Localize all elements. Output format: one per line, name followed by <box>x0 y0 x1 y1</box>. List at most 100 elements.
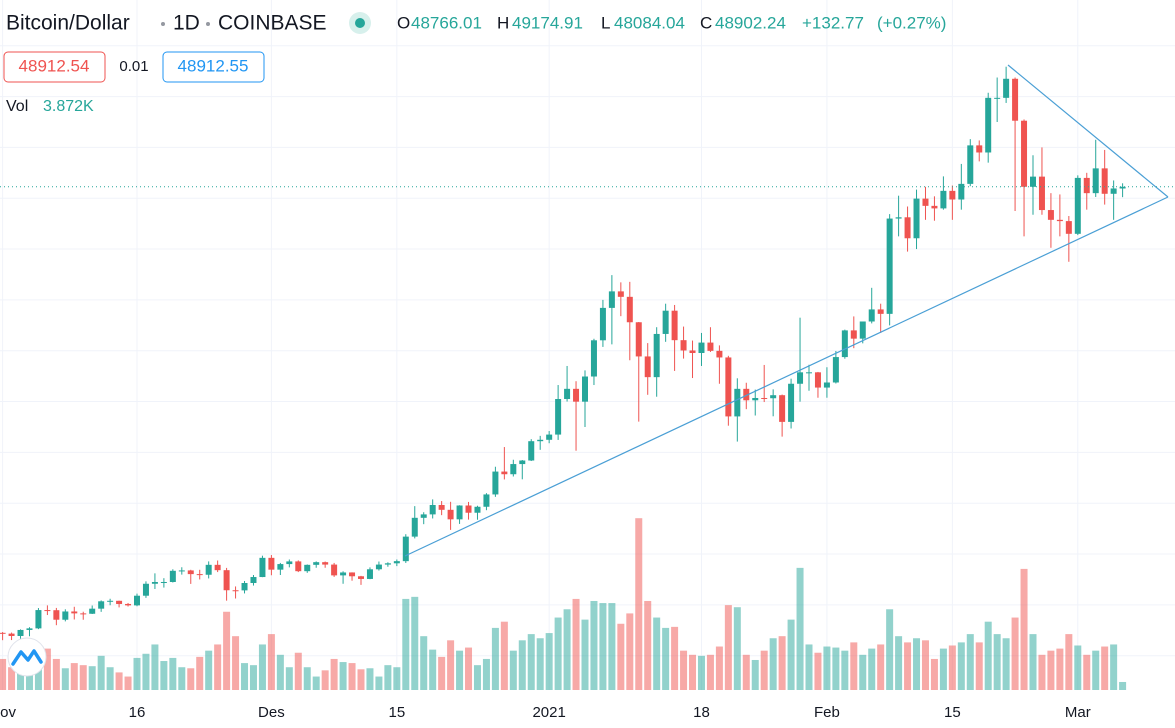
candle-body <box>1030 176 1036 187</box>
candle-body <box>1021 120 1028 187</box>
volume-bar <box>420 636 428 690</box>
volume-bar <box>527 634 535 690</box>
candle-body <box>510 464 517 475</box>
volume-bar <box>438 656 446 690</box>
volume-bar <box>25 664 33 690</box>
volume-bar <box>178 667 186 690</box>
volume-bar <box>8 667 16 690</box>
volume-bar <box>473 665 481 690</box>
candle-body <box>779 395 786 422</box>
candle-body <box>447 509 454 520</box>
volume-bar <box>169 657 177 690</box>
candle-body <box>976 145 983 153</box>
market-status-dot <box>355 18 365 28</box>
candle-body <box>187 570 194 575</box>
candle-body <box>931 205 938 209</box>
candle-body <box>277 564 284 570</box>
volume-bar <box>509 650 517 690</box>
candle-body <box>1065 221 1072 234</box>
candle-body <box>967 145 974 184</box>
volume-bar <box>1110 644 1118 690</box>
volume-bar <box>160 661 168 690</box>
candle-body <box>868 309 875 322</box>
candle-body <box>1119 186 1126 189</box>
sell-button[interactable] <box>3 51 106 83</box>
candle-body <box>160 581 167 583</box>
candle-body <box>465 505 472 513</box>
candle-body <box>590 340 597 377</box>
volume-bar <box>715 646 723 690</box>
volume-bar <box>563 609 571 690</box>
volume-bar <box>733 607 741 690</box>
volume-bar <box>241 663 249 690</box>
exchange: COINBASE <box>218 12 327 35</box>
candle-body <box>1110 188 1117 194</box>
candle-body <box>474 506 481 513</box>
volume-bar <box>500 621 508 690</box>
volume-bar <box>904 642 912 690</box>
x-tick-label: Feb <box>814 704 840 721</box>
candle-body <box>949 190 956 200</box>
candle-body <box>734 388 741 417</box>
x-tick-label: Nov <box>0 704 16 721</box>
candle-body <box>716 350 723 358</box>
separator <box>206 22 210 26</box>
change: +132.77 <box>802 13 864 32</box>
volume-bar <box>653 617 661 690</box>
candle-body <box>501 471 508 475</box>
logo[interactable] <box>7 637 47 677</box>
volume-bar <box>1101 646 1109 690</box>
volume-bar <box>921 640 929 690</box>
open-label: O <box>397 13 410 32</box>
candle-body <box>142 583 149 596</box>
volume-bar <box>581 619 589 690</box>
close-value: 48902.24 <box>715 13 786 32</box>
volume-bar <box>375 676 383 690</box>
volume-bar <box>214 644 222 690</box>
x-tick-label: 2021 <box>532 704 565 721</box>
candle-body <box>904 217 911 239</box>
volume-bar <box>196 656 204 690</box>
volume-bar <box>447 640 455 690</box>
volume-bar <box>249 665 257 690</box>
candle-body <box>1003 78 1010 98</box>
volume-bar <box>142 653 150 690</box>
volume-bar <box>1083 654 1091 690</box>
low-label: L <box>601 13 610 32</box>
candle-body <box>134 595 140 606</box>
volume-bar <box>662 627 670 690</box>
interval: 1D <box>173 12 200 35</box>
buy-button[interactable] <box>162 51 265 83</box>
volume-bar <box>635 518 643 690</box>
high-label: H <box>497 13 509 32</box>
grid <box>0 0 1175 690</box>
candle-body <box>17 629 24 636</box>
candle-body <box>564 388 571 400</box>
candle-body <box>456 505 463 520</box>
volume-bar <box>402 598 410 690</box>
volume-bar <box>536 638 544 690</box>
volume-bar <box>482 658 490 690</box>
candle-body <box>420 514 427 518</box>
candle-body <box>205 564 212 575</box>
candle-body <box>985 97 992 153</box>
candle-body <box>877 309 884 314</box>
candle-body <box>823 382 830 388</box>
ask-price: 48912.55 <box>178 56 249 75</box>
candle-body <box>366 569 373 579</box>
volume-bar <box>1119 681 1127 690</box>
candle-body <box>653 333 660 378</box>
volume-bar <box>1011 617 1019 690</box>
header: Bitcoin/Dollar 1D COINBASE O 48766.01 H … <box>3 12 946 115</box>
candle-body <box>546 434 553 440</box>
volume-bar <box>106 667 114 690</box>
x-tick-label: 15 <box>388 704 405 721</box>
candle-body <box>582 376 588 402</box>
candle-body <box>886 218 893 314</box>
volume-bar <box>984 621 992 690</box>
x-tick-label: 15 <box>944 704 961 721</box>
volume-layer <box>0 518 1127 690</box>
volume-bar <box>724 605 732 690</box>
candle-body <box>519 460 526 465</box>
volume-bar <box>267 634 275 690</box>
